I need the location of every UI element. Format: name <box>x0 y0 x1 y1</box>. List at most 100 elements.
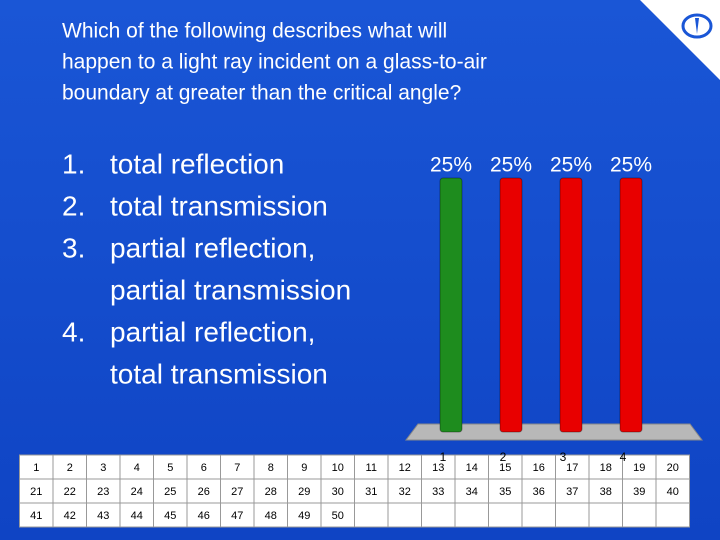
grid-number: 11 <box>366 462 377 474</box>
grid-cell <box>622 454 657 480</box>
grid-number: 35 <box>499 486 511 498</box>
bar <box>439 177 463 433</box>
grid-number: 24 <box>131 486 143 498</box>
grid-number: 42 <box>64 510 76 522</box>
grid-cell <box>555 478 590 504</box>
grid-number: 46 <box>198 510 210 522</box>
grid-cell <box>119 502 154 528</box>
grid-number: 14 <box>466 462 478 474</box>
option-text: partial transmission <box>110 274 351 305</box>
grid-cell <box>186 454 221 480</box>
grid-number: 15 <box>499 462 511 474</box>
grid-number: 18 <box>600 462 612 474</box>
grid-cell <box>488 454 523 480</box>
grid-number: 48 <box>265 510 277 522</box>
grid-cell <box>253 454 288 480</box>
option-text: partial reflection, <box>110 316 315 347</box>
grid-number: 2 <box>67 462 73 474</box>
grid-number: 22 <box>64 486 76 498</box>
grid-number: 17 <box>566 462 578 474</box>
grid-number: 10 <box>332 462 344 474</box>
grid-cell <box>421 478 456 504</box>
grid-cell <box>253 502 288 528</box>
grid-cell <box>555 454 590 480</box>
grid-number: 8 <box>268 462 274 474</box>
option-number: 2. <box>62 190 85 221</box>
category-label: 2 <box>500 450 507 464</box>
grid-cell <box>119 454 154 480</box>
grid-cell <box>320 454 355 480</box>
grid-cell <box>354 502 389 528</box>
grid-cell <box>287 502 322 528</box>
grid-number: 3 <box>100 462 106 474</box>
grid-number: 31 <box>365 486 377 498</box>
grid-number: 16 <box>533 462 545 474</box>
grid-cell <box>287 478 322 504</box>
grid-number: 13 <box>432 462 444 474</box>
grid-number: 21 <box>30 486 42 498</box>
grid-cell <box>186 502 221 528</box>
option-number: 3. <box>62 232 85 263</box>
grid-number: 6 <box>201 462 207 474</box>
option-text: partial reflection, <box>110 232 315 263</box>
grid-cell <box>588 502 623 528</box>
grid-number: 43 <box>97 510 109 522</box>
value-label: 25% <box>490 154 532 177</box>
grid-cell <box>220 478 255 504</box>
grid-number: 25 <box>164 486 176 498</box>
grid-number: 20 <box>667 462 679 474</box>
grid-cell <box>454 454 489 480</box>
grid-number: 47 <box>231 510 243 522</box>
bar <box>499 177 523 433</box>
grid-number: 19 <box>633 462 645 474</box>
grid-number: 45 <box>164 510 176 522</box>
grid-cell <box>86 502 121 528</box>
grid-number: 29 <box>298 486 310 498</box>
grid-number: 9 <box>301 462 307 474</box>
value-label: 25% <box>610 154 652 177</box>
grid-number: 34 <box>466 486 478 498</box>
grid-number: 30 <box>332 486 344 498</box>
option-text: total reflection <box>110 148 284 179</box>
grid-cell <box>253 478 288 504</box>
grid-cell <box>488 502 523 528</box>
grid-cell <box>19 502 54 528</box>
grid-number: 49 <box>298 510 310 522</box>
option-text: total transmission <box>110 190 328 221</box>
grid-cell <box>521 502 556 528</box>
bar <box>619 177 643 433</box>
grid-number: 1 <box>33 462 39 474</box>
value-label: 25% <box>550 154 592 177</box>
option-number: 1. <box>62 148 85 179</box>
grid-cell <box>555 502 590 528</box>
category-label: 4 <box>620 450 627 464</box>
grid-number: 38 <box>600 486 612 498</box>
grid-number: 28 <box>265 486 277 498</box>
question-line: boundary at greater than the critical an… <box>62 82 461 105</box>
grid-cell <box>52 454 87 480</box>
grid-number: 41 <box>30 510 42 522</box>
grid-number: 44 <box>131 510 143 522</box>
grid-cell <box>454 502 489 528</box>
logo <box>681 13 713 39</box>
grid-number: 27 <box>231 486 243 498</box>
grid-number: 39 <box>633 486 645 498</box>
grid-cell <box>588 454 623 480</box>
value-label: 25% <box>430 154 472 177</box>
grid-number: 50 <box>332 510 344 522</box>
grid-number: 7 <box>234 462 240 474</box>
grid-cell <box>153 478 188 504</box>
grid-cell <box>655 502 690 528</box>
grid-cell <box>387 502 422 528</box>
option-text: total transmission <box>110 358 328 389</box>
grid-number: 32 <box>399 486 411 498</box>
option-number: 4. <box>62 316 85 347</box>
question-line: Which of the following describes what wi… <box>62 20 447 43</box>
grid-cell <box>19 478 54 504</box>
grid-cell <box>655 478 690 504</box>
bar <box>559 177 583 433</box>
grid-number: 36 <box>533 486 545 498</box>
category-label: 1 <box>440 450 447 464</box>
